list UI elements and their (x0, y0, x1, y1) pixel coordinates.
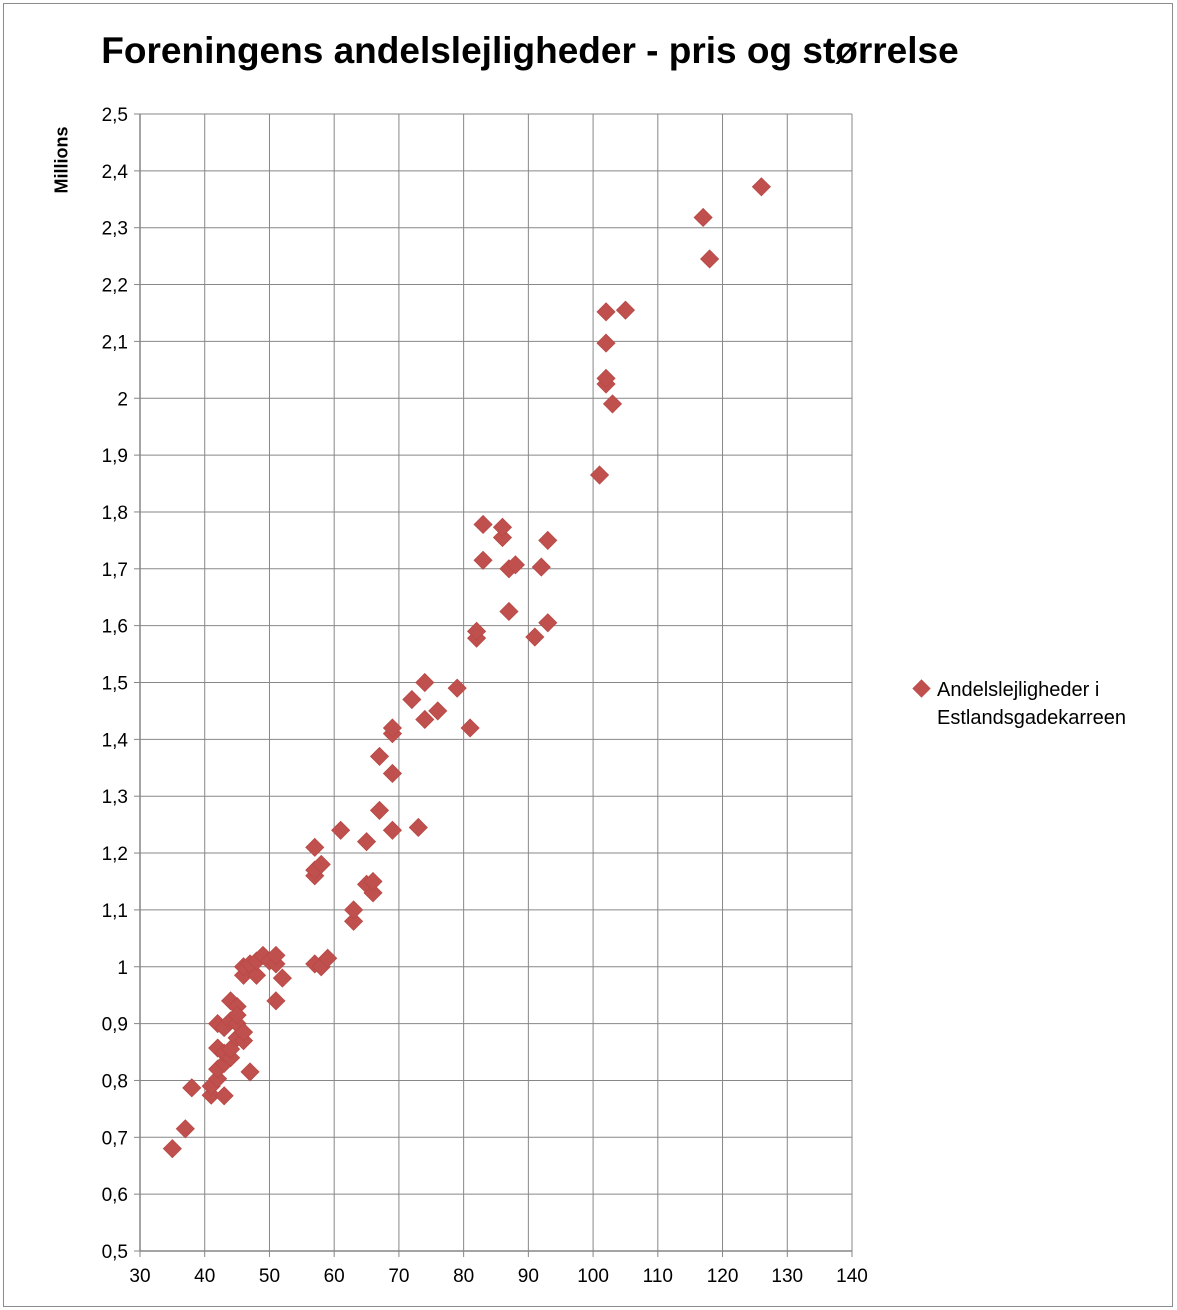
data-point (538, 530, 558, 550)
chart-area (3, 3, 1173, 1307)
x-tick-label: 90 (518, 1266, 539, 1287)
x-tick-label: 120 (707, 1266, 739, 1287)
y-tick-label: 2,2 (102, 276, 128, 297)
y-tick-label: 1,1 (102, 901, 128, 922)
data-point (382, 820, 403, 840)
data-point (460, 718, 480, 738)
data-point (492, 517, 513, 537)
y-tick-label: 0,8 (102, 1071, 128, 1092)
data-point (214, 1086, 234, 1106)
y-tick-label: 2,3 (102, 219, 128, 240)
data-point (473, 514, 493, 535)
x-tick-label: 60 (324, 1266, 345, 1287)
y-tick-label: 1,5 (102, 674, 128, 695)
data-point (531, 557, 551, 577)
y-tick-label: 1,3 (102, 787, 128, 808)
data-point (499, 601, 519, 622)
data-point (344, 900, 364, 920)
x-tick-label: 140 (836, 1266, 868, 1287)
x-tick-label: 80 (453, 1266, 474, 1287)
y-tick-label: 0,5 (102, 1242, 128, 1263)
data-point (363, 883, 383, 903)
x-tick-label: 70 (388, 1266, 409, 1287)
y-tick-label: 0,6 (102, 1185, 128, 1206)
data-point (596, 333, 616, 353)
data-point (266, 991, 286, 1011)
data-point (538, 613, 558, 633)
x-tick-label: 100 (577, 1266, 609, 1287)
data-point (227, 1005, 247, 1025)
y-tick-label: 1 (117, 958, 128, 979)
data-point (240, 1062, 260, 1082)
data-point (693, 207, 713, 228)
data-point (415, 709, 435, 730)
data-point (331, 820, 351, 840)
data-point (266, 945, 286, 965)
data-point (473, 550, 493, 570)
data-point (382, 718, 403, 738)
data-point (447, 678, 467, 698)
y-tick-label: 1,9 (102, 446, 128, 467)
y-tick-label: 2,4 (102, 162, 129, 183)
data-point (208, 1069, 228, 1089)
x-tick-label: 110 (643, 1266, 673, 1287)
data-point (467, 621, 487, 641)
data-point (356, 832, 377, 852)
chart-title: Foreningens andelslejligheder - pris og … (101, 30, 959, 71)
y-tick-label: 1,2 (102, 844, 128, 865)
data-point (162, 1139, 182, 1159)
data-point (369, 746, 390, 766)
data-point (596, 368, 616, 388)
data-point (602, 394, 623, 414)
x-tick-label: 130 (771, 1266, 803, 1287)
data-point (305, 837, 325, 857)
data-point (408, 817, 428, 838)
y-tick-label: 0,7 (102, 1128, 128, 1149)
data-point (402, 689, 422, 710)
data-point (175, 1119, 195, 1139)
data-point (369, 800, 390, 820)
y-tick-label: 1,6 (102, 617, 128, 638)
data-point (311, 854, 331, 874)
x-tick-label: 30 (129, 1266, 150, 1287)
data-point (589, 465, 610, 485)
data-point (751, 177, 771, 197)
data-point (233, 1022, 254, 1042)
y-tick-label: 1,7 (102, 560, 128, 581)
y-tick-label: 0,9 (102, 1015, 128, 1036)
data-point (382, 763, 403, 784)
data-point (272, 968, 292, 988)
data-point (428, 701, 448, 721)
x-tick-label: 50 (259, 1266, 280, 1287)
data-point (182, 1078, 202, 1098)
data-point (615, 300, 636, 320)
x-tick-label: 40 (194, 1266, 215, 1287)
y-tick-label: 2,1 (102, 332, 128, 353)
data-point (318, 948, 338, 968)
data-point (415, 672, 435, 693)
y-tick-label: 2 (117, 389, 128, 410)
data-point (525, 627, 545, 647)
data-point (492, 527, 513, 548)
y-tick-label: 2,5 (102, 105, 128, 126)
data-point (344, 911, 364, 931)
data-point (363, 871, 383, 892)
y-tick-label: 1,4 (102, 730, 129, 751)
y-tick-label: 1,8 (102, 503, 128, 524)
data-point (700, 249, 720, 269)
data-point (596, 302, 616, 322)
data-point (246, 965, 267, 985)
data-point (505, 555, 525, 575)
legend-entry-label: Andelslejligheder i Estlandsgadekarreen (937, 679, 1127, 729)
